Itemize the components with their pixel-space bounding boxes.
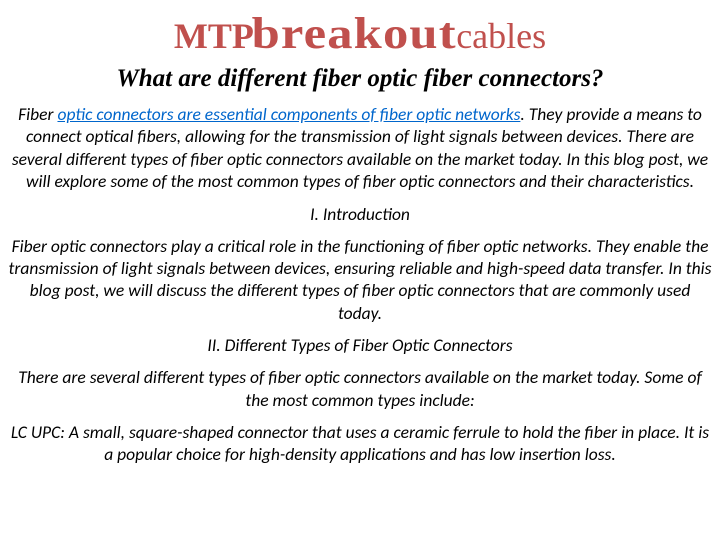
title-emphasis: breakout: [251, 8, 456, 59]
para1-prefix: Fiber: [18, 103, 57, 125]
section-2-intro: There are several different types of fib…: [0, 366, 720, 411]
section-2-heading: II. Different Types of Fiber Optic Conne…: [0, 334, 720, 356]
title-suffix: cables: [447, 16, 546, 56]
intro-paragraph: Fiber optic connectors are essential com…: [0, 103, 720, 193]
title-prefix: MTP: [174, 16, 261, 56]
connector-lc-upc: LC UPC: A small, square-shaped connector…: [0, 421, 720, 466]
fiber-optic-link[interactable]: optic connectors are essential component…: [57, 103, 520, 125]
section-1-paragraph: Fiber optic connectors play a critical r…: [0, 235, 720, 325]
page-title: MTP breakout cables: [0, 8, 720, 59]
section-1-heading: I. Introduction: [0, 203, 720, 225]
subtitle-heading: What are different fiber optic fiber con…: [0, 65, 720, 93]
